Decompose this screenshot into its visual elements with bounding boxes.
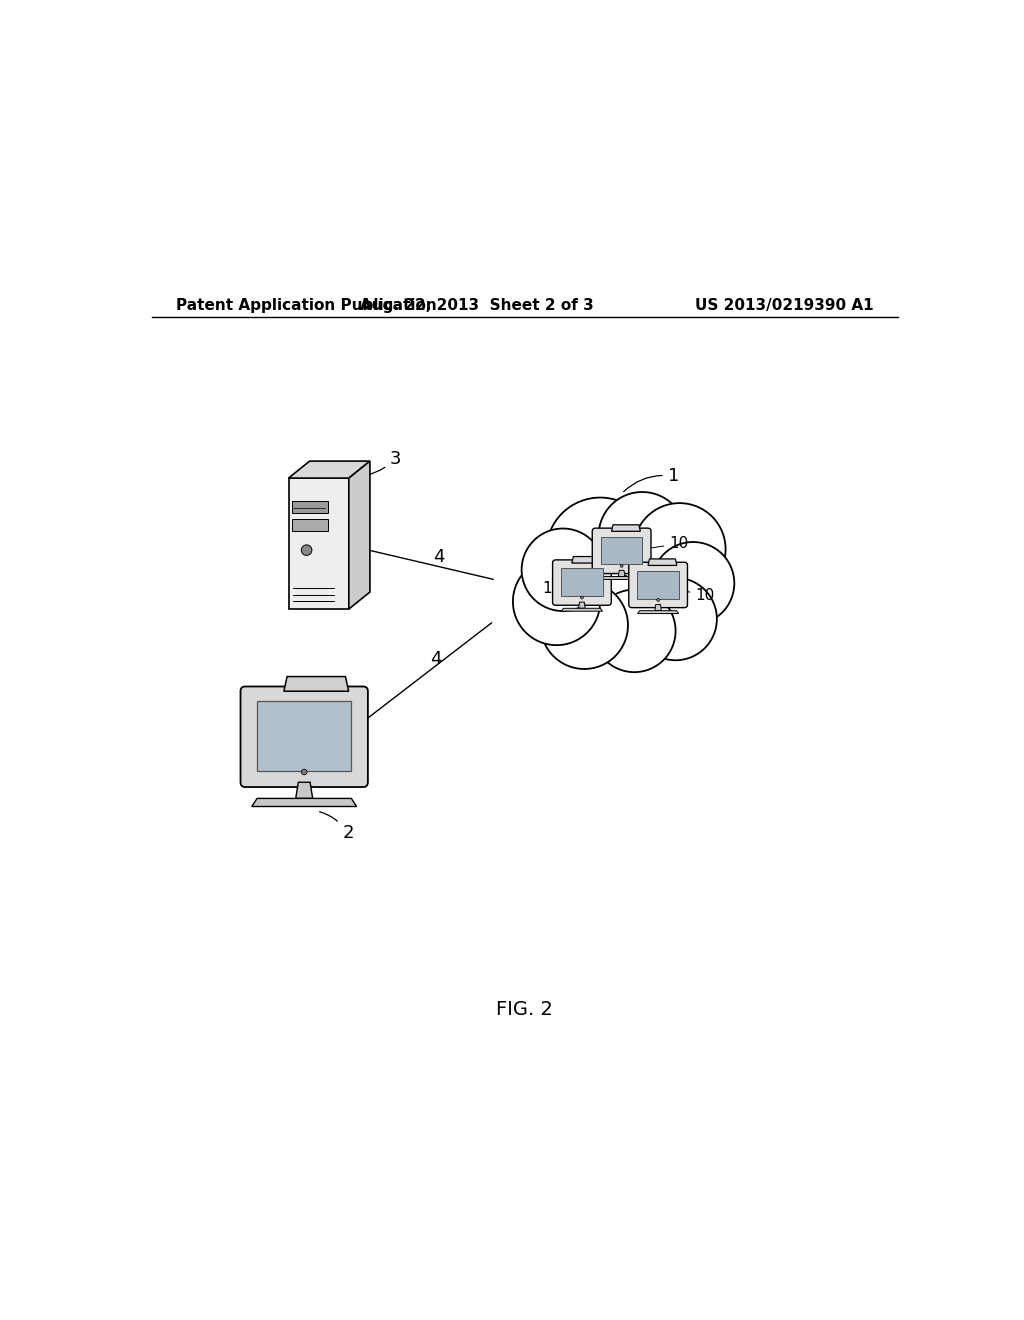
FancyBboxPatch shape <box>292 519 329 531</box>
Polygon shape <box>252 799 356 807</box>
Circle shape <box>546 498 654 606</box>
Polygon shape <box>638 611 679 614</box>
FancyBboxPatch shape <box>561 569 603 597</box>
Circle shape <box>599 492 686 579</box>
Text: 2: 2 <box>319 812 353 842</box>
Circle shape <box>521 528 604 611</box>
Circle shape <box>593 590 676 672</box>
Polygon shape <box>611 525 640 532</box>
FancyBboxPatch shape <box>292 502 329 513</box>
Polygon shape <box>284 677 349 692</box>
Text: 4: 4 <box>433 548 444 566</box>
Text: 10: 10 <box>543 581 569 597</box>
Text: 3: 3 <box>343 450 401 477</box>
Polygon shape <box>648 558 677 565</box>
Polygon shape <box>655 605 662 611</box>
Circle shape <box>301 545 312 556</box>
Text: 4: 4 <box>430 649 441 668</box>
Circle shape <box>634 578 717 660</box>
FancyBboxPatch shape <box>241 686 368 787</box>
Polygon shape <box>561 609 602 611</box>
Circle shape <box>621 565 624 568</box>
Text: FIG. 2: FIG. 2 <box>497 1001 553 1019</box>
Polygon shape <box>601 577 642 579</box>
Circle shape <box>513 558 600 645</box>
Circle shape <box>651 543 734 624</box>
Text: US 2013/0219390 A1: US 2013/0219390 A1 <box>695 298 873 313</box>
Circle shape <box>581 597 584 599</box>
FancyBboxPatch shape <box>289 478 349 609</box>
Polygon shape <box>289 461 370 478</box>
Polygon shape <box>571 557 601 564</box>
Circle shape <box>634 503 726 595</box>
Polygon shape <box>579 602 585 609</box>
Circle shape <box>656 598 659 602</box>
Circle shape <box>301 770 307 775</box>
Text: 10: 10 <box>677 587 715 603</box>
Text: Aug. 22, 2013  Sheet 2 of 3: Aug. 22, 2013 Sheet 2 of 3 <box>360 298 594 313</box>
Text: 10: 10 <box>646 536 688 550</box>
FancyBboxPatch shape <box>592 528 651 573</box>
FancyBboxPatch shape <box>553 560 611 606</box>
Text: 1: 1 <box>624 467 679 491</box>
Polygon shape <box>296 783 312 799</box>
Polygon shape <box>618 570 625 577</box>
Circle shape <box>541 582 628 669</box>
Polygon shape <box>349 461 370 609</box>
Text: Patent Application Publication: Patent Application Publication <box>176 298 436 313</box>
FancyBboxPatch shape <box>637 570 679 599</box>
FancyBboxPatch shape <box>257 701 351 771</box>
FancyBboxPatch shape <box>629 562 687 607</box>
FancyBboxPatch shape <box>601 536 642 565</box>
